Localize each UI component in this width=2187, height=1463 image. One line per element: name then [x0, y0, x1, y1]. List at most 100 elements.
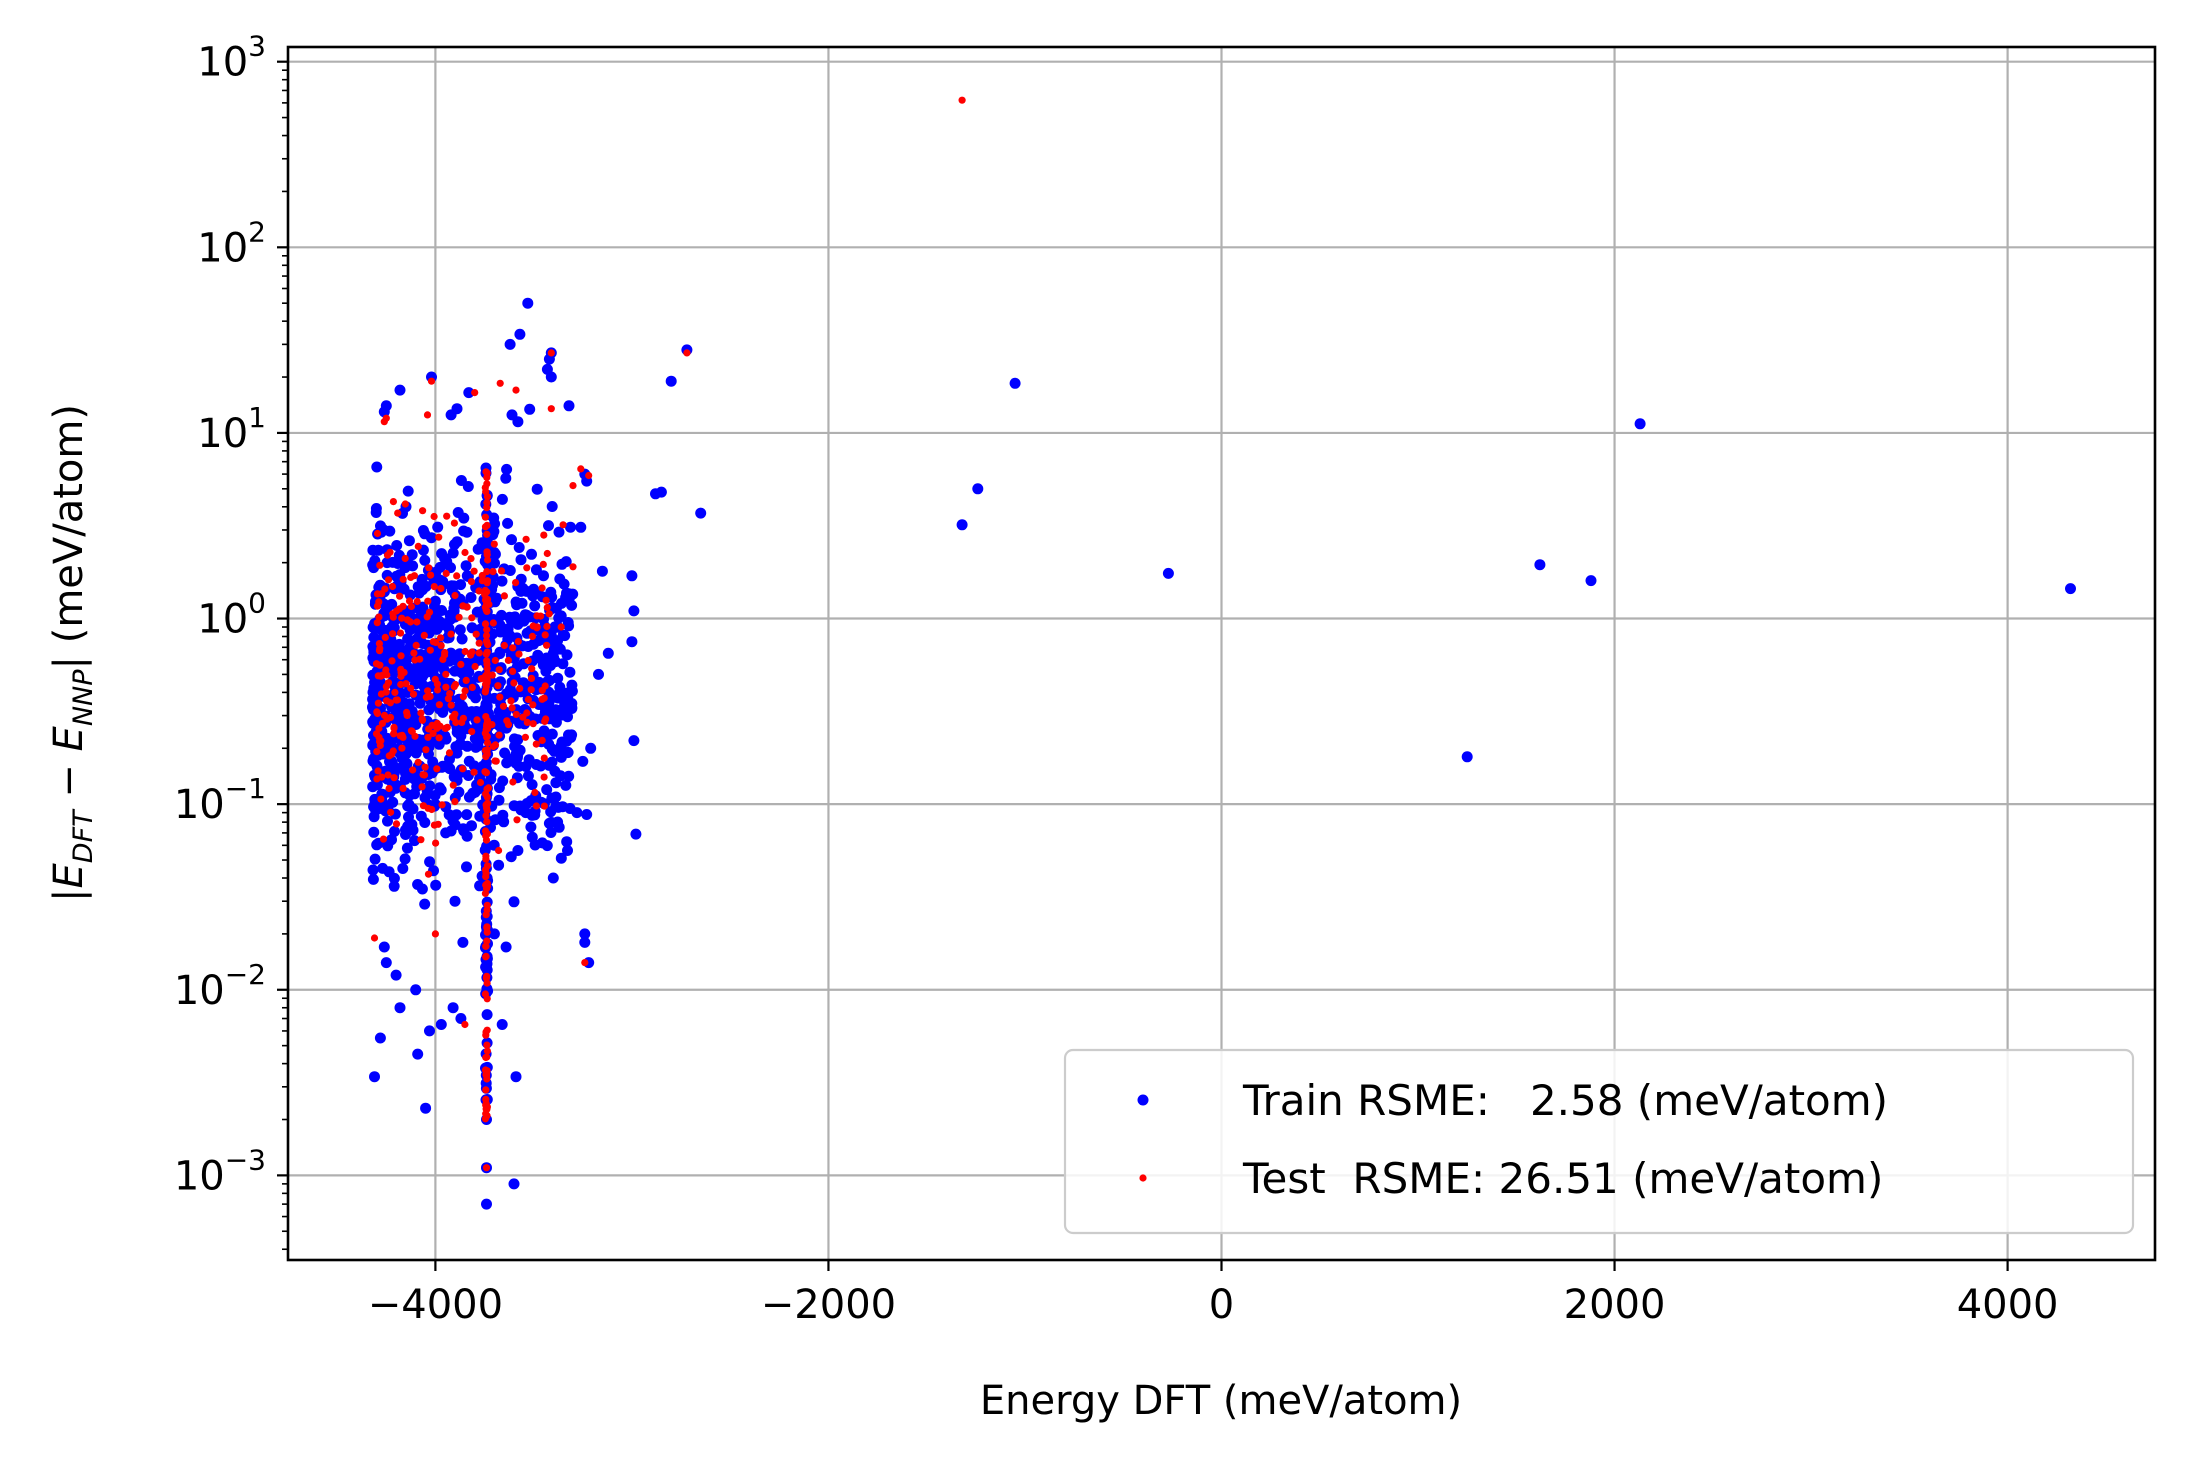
test-point	[483, 862, 492, 870]
train-point	[561, 836, 573, 848]
train-point	[423, 620, 435, 632]
test-point	[482, 488, 490, 496]
test-point	[422, 693, 430, 701]
train-point	[397, 863, 409, 874]
train-point	[510, 748, 522, 760]
test-point	[378, 719, 386, 728]
test-point	[419, 507, 427, 515]
train-point	[470, 741, 482, 753]
train-point	[457, 936, 469, 948]
test-point	[384, 576, 393, 584]
test-point	[489, 619, 497, 627]
test-point	[521, 733, 530, 741]
test-point	[482, 1028, 490, 1036]
train-point	[512, 734, 524, 746]
test-point	[467, 578, 475, 586]
train-point	[695, 507, 707, 519]
train-point	[401, 842, 413, 854]
train-point	[508, 896, 520, 908]
test-point	[500, 592, 508, 600]
train-point	[555, 852, 567, 864]
test-point	[500, 641, 508, 650]
train-point	[543, 817, 555, 829]
test-point	[471, 662, 479, 671]
test-point	[529, 720, 537, 728]
test-point	[483, 521, 491, 530]
train-point	[378, 941, 390, 953]
test-point	[441, 651, 449, 659]
train-point	[403, 811, 414, 823]
test-point	[495, 846, 503, 855]
train-point	[434, 782, 446, 794]
train-point	[501, 463, 513, 475]
test-point	[462, 676, 470, 685]
test-point	[508, 704, 516, 712]
test-point	[468, 648, 476, 656]
train-point	[545, 586, 557, 598]
train-point	[510, 1071, 522, 1083]
test-point	[542, 596, 550, 604]
test-point	[374, 699, 382, 707]
test-point	[384, 679, 393, 687]
test-point	[468, 728, 476, 736]
train-point	[494, 648, 506, 660]
test-point	[373, 619, 381, 627]
train-point	[368, 811, 380, 823]
test-point	[559, 521, 567, 529]
test-point	[418, 715, 426, 723]
test-point	[483, 830, 491, 838]
train-point	[524, 611, 536, 623]
test-point	[429, 638, 437, 646]
train-point	[466, 622, 478, 634]
train-point	[419, 554, 431, 566]
test-point	[413, 618, 421, 626]
train-point	[465, 592, 477, 603]
train-point	[442, 761, 454, 773]
test-point	[385, 784, 393, 793]
train-point	[502, 517, 514, 529]
test-point	[547, 405, 555, 413]
train-point	[425, 532, 437, 544]
test-point	[381, 633, 389, 642]
train-point	[461, 809, 473, 821]
test-point	[581, 959, 589, 967]
train-point	[626, 636, 638, 648]
test-point	[402, 680, 410, 688]
test-point	[577, 465, 585, 473]
test-point	[483, 579, 491, 587]
train-point	[451, 536, 463, 548]
test-point	[421, 763, 429, 771]
test-point	[407, 684, 415, 692]
test-point	[390, 730, 398, 738]
y-axis-label: |EDFT − ENNP| (meV/atom)	[46, 404, 99, 902]
train-point	[555, 751, 567, 763]
train-point	[1009, 377, 1021, 389]
train-point	[400, 824, 411, 836]
test-point	[427, 571, 435, 579]
test-point	[523, 709, 531, 717]
test-point	[429, 729, 437, 738]
test-point	[450, 683, 458, 691]
test-point	[383, 671, 391, 679]
train-point	[564, 730, 576, 742]
test-point	[528, 632, 537, 641]
test-point	[497, 567, 506, 575]
test-point	[529, 701, 537, 709]
test-point	[475, 639, 483, 647]
x-tick-label: 2000	[1564, 1282, 1666, 1328]
train-point	[581, 809, 593, 820]
train-point	[540, 665, 552, 677]
test-point	[483, 626, 491, 634]
test-point	[420, 631, 428, 640]
train-point	[577, 755, 589, 767]
train-point	[371, 461, 383, 473]
train-point	[563, 588, 575, 600]
train-point	[1162, 567, 1174, 579]
test-point	[483, 530, 491, 538]
test-point	[389, 610, 397, 618]
test-point	[407, 573, 415, 582]
test-point	[540, 531, 548, 539]
train-point	[530, 564, 542, 576]
test-point	[491, 757, 499, 765]
test-point	[468, 683, 476, 692]
